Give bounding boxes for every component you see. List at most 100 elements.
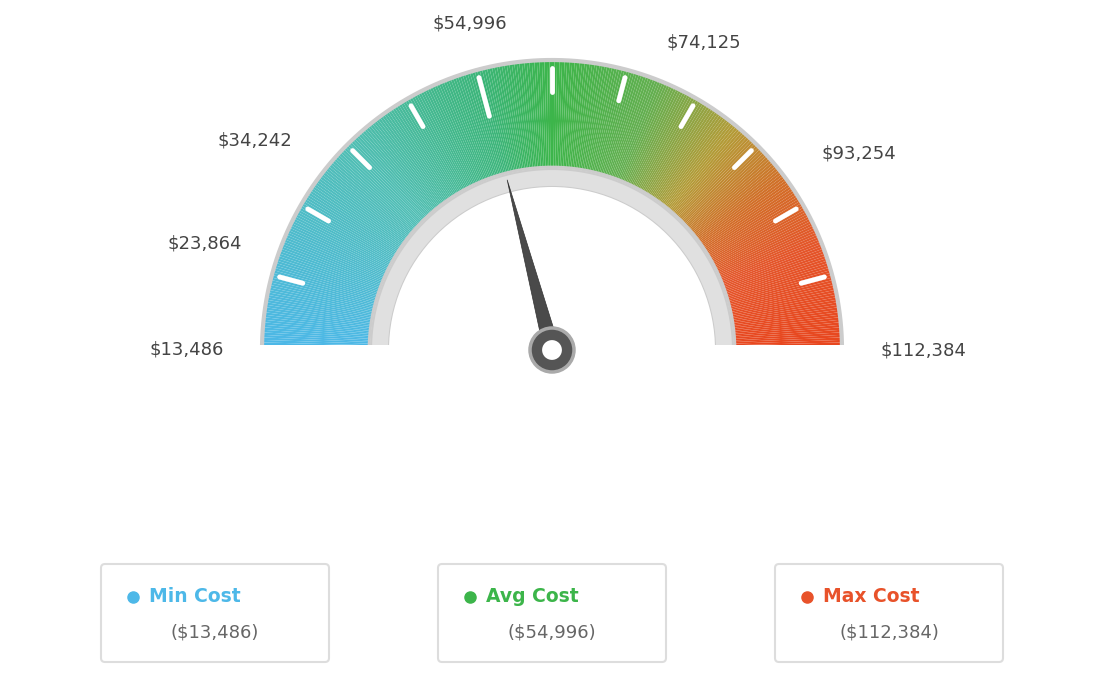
Wedge shape [734,317,840,331]
Wedge shape [605,72,639,175]
Wedge shape [289,225,386,273]
Wedge shape [691,161,774,233]
Wedge shape [262,348,369,350]
FancyBboxPatch shape [100,564,329,662]
Wedge shape [665,121,733,207]
Wedge shape [664,120,731,206]
Wedge shape [298,207,393,262]
Wedge shape [265,307,371,324]
Wedge shape [723,248,825,288]
Wedge shape [693,166,777,235]
Wedge shape [662,119,729,205]
Wedge shape [365,126,436,210]
Wedge shape [729,275,832,304]
Wedge shape [388,110,449,199]
Wedge shape [648,103,705,195]
Wedge shape [714,216,810,267]
Wedge shape [311,186,401,248]
Wedge shape [576,63,593,169]
Wedge shape [475,70,505,174]
Wedge shape [588,66,613,171]
Wedge shape [262,345,369,348]
Text: $112,384: $112,384 [880,341,966,359]
Wedge shape [485,68,511,172]
Wedge shape [680,143,757,221]
Wedge shape [333,158,415,230]
Wedge shape [735,342,842,347]
Wedge shape [338,152,418,226]
Wedge shape [335,156,416,229]
Wedge shape [560,60,567,167]
Text: ($54,996): ($54,996) [508,624,596,642]
Wedge shape [734,322,841,334]
Wedge shape [394,106,454,197]
Wedge shape [294,216,390,267]
Wedge shape [505,63,523,170]
Wedge shape [633,89,681,186]
Wedge shape [331,160,414,231]
Wedge shape [657,112,721,201]
Wedge shape [711,207,806,262]
Wedge shape [697,171,782,239]
Wedge shape [544,60,549,167]
Wedge shape [552,60,554,167]
Wedge shape [403,100,459,193]
Wedge shape [405,99,460,193]
Wedge shape [563,61,572,168]
Wedge shape [683,148,763,224]
Wedge shape [624,83,668,182]
Wedge shape [296,212,391,264]
Wedge shape [306,194,397,253]
Wedge shape [616,79,656,179]
Wedge shape [721,239,821,282]
Wedge shape [666,123,734,208]
Wedge shape [577,63,595,169]
Wedge shape [725,255,827,292]
Wedge shape [705,192,797,252]
Wedge shape [346,145,423,221]
Wedge shape [507,63,524,169]
Wedge shape [358,132,431,214]
Wedge shape [315,181,403,245]
Wedge shape [707,194,798,253]
Wedge shape [671,130,742,212]
Wedge shape [501,64,522,170]
Wedge shape [418,92,469,188]
Wedge shape [637,92,688,188]
Wedge shape [617,79,658,179]
Wedge shape [363,128,434,211]
Wedge shape [595,68,623,172]
Wedge shape [489,66,514,171]
Wedge shape [655,110,716,199]
Wedge shape [499,64,520,170]
Wedge shape [703,186,793,248]
Text: Avg Cost: Avg Cost [486,587,578,607]
Wedge shape [284,237,383,280]
Wedge shape [457,75,493,177]
Wedge shape [273,270,376,301]
Wedge shape [279,248,381,288]
Wedge shape [293,218,389,268]
Wedge shape [440,81,484,181]
Wedge shape [725,258,828,293]
Wedge shape [375,119,442,205]
Wedge shape [354,136,428,216]
Wedge shape [581,63,599,170]
Wedge shape [566,61,577,168]
Wedge shape [731,292,837,315]
Wedge shape [686,152,766,226]
Wedge shape [270,277,375,306]
Text: $54,996: $54,996 [433,14,508,32]
Wedge shape [734,325,841,335]
Wedge shape [264,317,370,331]
Wedge shape [615,77,654,179]
Wedge shape [607,73,641,176]
Wedge shape [734,330,841,339]
Wedge shape [390,108,452,198]
Wedge shape [690,160,773,231]
Wedge shape [700,179,788,244]
Wedge shape [735,337,842,344]
Wedge shape [732,299,838,319]
Wedge shape [272,273,375,303]
Wedge shape [542,60,548,167]
